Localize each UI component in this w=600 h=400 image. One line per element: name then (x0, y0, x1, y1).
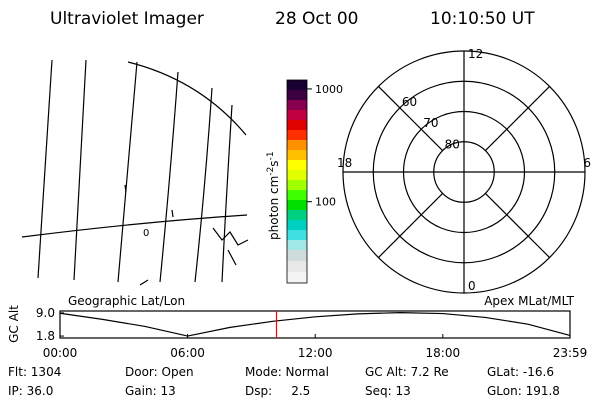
y-tick-label: 9.0 (36, 306, 55, 320)
x-tick-label: 00:00 (43, 346, 78, 360)
x-tick-label: 18:00 (426, 346, 461, 360)
mlt-label: 6 (583, 156, 591, 170)
info-field: Gain: 13 (125, 384, 176, 398)
colorbar-label: photon cm-2s-1 (266, 151, 281, 240)
y-axis-label: GC Alt (7, 305, 21, 343)
colorbar-tick-label: 1000 (315, 83, 343, 96)
info-field: Dsp: 2.5 (245, 384, 310, 398)
info-field: Seq: 13 (365, 384, 411, 398)
mlt-spoke (378, 192, 444, 258)
time: 10:10:50 UT (430, 9, 535, 29)
mlt-spoke (378, 86, 444, 152)
mlt-label: 0 (468, 279, 476, 293)
info-field: GLon: 191.8 (487, 384, 560, 398)
mlt-label: 18 (337, 156, 352, 170)
info-field: GC Alt: 7.2 Re (365, 365, 449, 379)
instrument: Ultraviolet Imager (50, 9, 204, 29)
lat-label: 60 (402, 95, 417, 109)
mlt-label: 12 (468, 47, 483, 61)
colorbar (286, 79, 308, 284)
info-field: IP: 36.0 (8, 384, 53, 398)
info-field: Door: Open (125, 365, 194, 379)
mlt-spoke (484, 86, 550, 152)
map-grid (21, 59, 249, 286)
x-tick-label: 06:00 (170, 346, 205, 360)
info-field: Mode: Normal (245, 365, 329, 379)
date: 28 Oct 00 (275, 9, 358, 29)
lat-label: 70 (423, 116, 438, 130)
x-tick-label: 23:59 (553, 346, 588, 360)
mlt-spoke (484, 192, 550, 258)
lat-label: 80 (445, 138, 460, 152)
polar-title: Apex MLat/MLT (484, 294, 574, 308)
info-field: GLat: -16.6 (487, 365, 554, 379)
colorbar-tick-label: 100 (315, 196, 336, 209)
y-tick-label: 1.8 (36, 329, 55, 343)
altitude-line (59, 312, 571, 337)
map-title: Geographic Lat/Lon (68, 294, 185, 308)
x-tick-label: 12:00 (298, 346, 333, 360)
map-line-label: 0 (143, 228, 149, 239)
info-field: Flt: 1304 (8, 365, 61, 379)
